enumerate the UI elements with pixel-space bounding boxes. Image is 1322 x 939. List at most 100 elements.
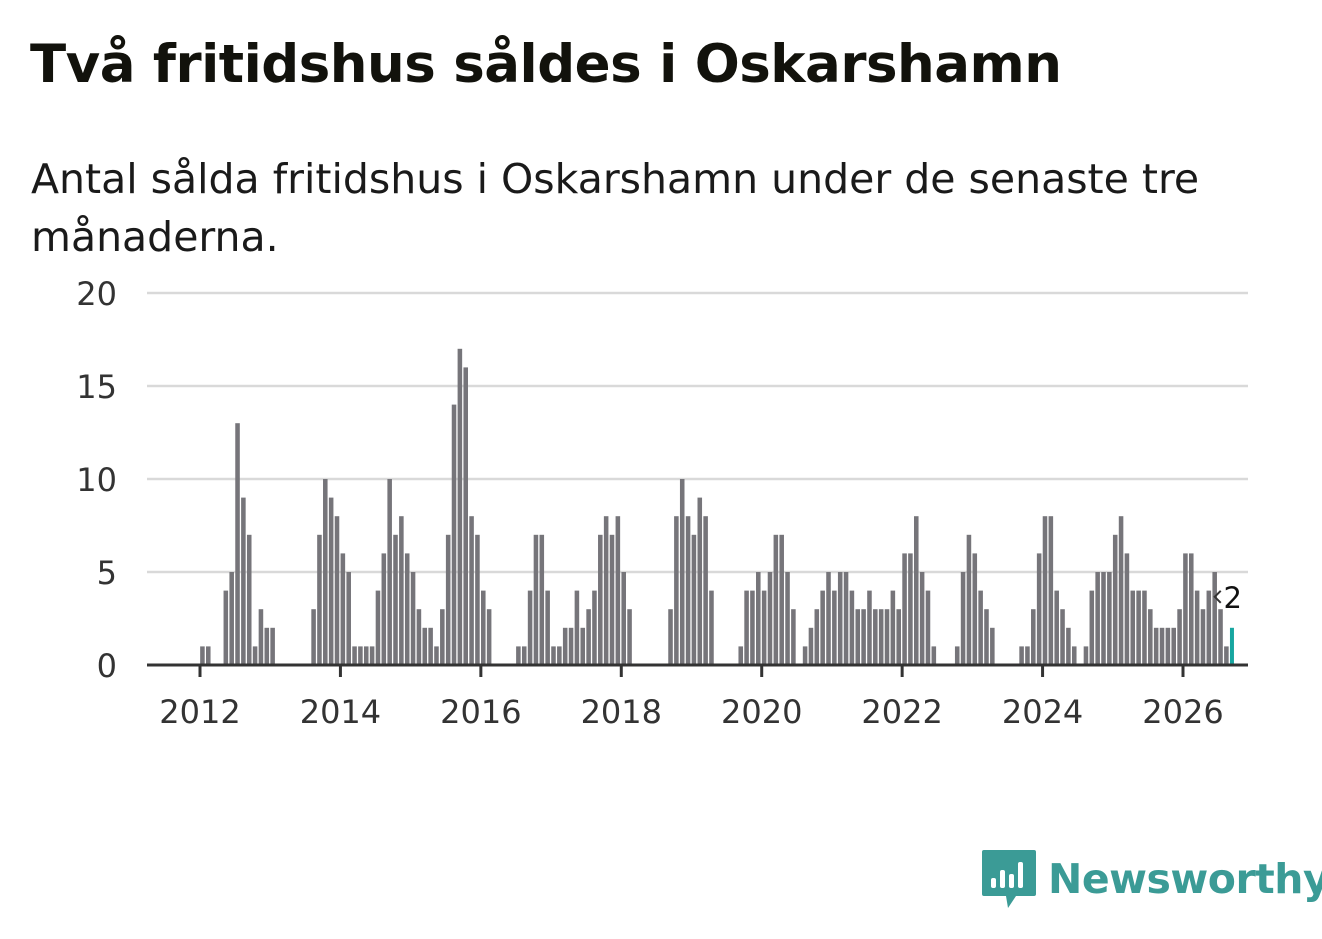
bar bbox=[311, 609, 316, 665]
bar bbox=[1200, 609, 1206, 665]
bar bbox=[475, 534, 480, 665]
bar bbox=[1171, 627, 1176, 665]
bar bbox=[855, 609, 861, 665]
bar bbox=[445, 534, 451, 665]
bar bbox=[1019, 646, 1024, 665]
bar bbox=[1212, 572, 1217, 665]
bar bbox=[252, 646, 258, 665]
y-tick-label: 15 bbox=[76, 368, 117, 406]
bar bbox=[832, 590, 837, 665]
bar bbox=[697, 497, 703, 665]
bar bbox=[849, 590, 855, 665]
bar bbox=[469, 516, 474, 665]
y-tick-label: 10 bbox=[76, 461, 117, 499]
latest-value-label: 2 bbox=[1224, 581, 1242, 615]
y-axis-ticks: 0 5 10 15 20 bbox=[76, 275, 117, 685]
bar bbox=[1124, 553, 1130, 665]
bar bbox=[568, 627, 574, 665]
bar bbox=[200, 646, 205, 665]
bar bbox=[533, 534, 539, 665]
y-tick-label: 20 bbox=[76, 275, 117, 313]
bar bbox=[1031, 609, 1036, 665]
bar bbox=[954, 646, 960, 665]
bar bbox=[481, 590, 486, 665]
y-tick-label: 5 bbox=[97, 554, 117, 592]
bar bbox=[1036, 553, 1042, 665]
bar bbox=[820, 590, 825, 665]
bar bbox=[1165, 627, 1171, 665]
bar bbox=[972, 553, 978, 665]
bar bbox=[586, 609, 591, 665]
bar bbox=[416, 609, 422, 665]
y-tick-label: 0 bbox=[97, 647, 117, 685]
bar bbox=[785, 572, 790, 665]
bar bbox=[241, 497, 246, 665]
bar bbox=[1153, 627, 1159, 665]
bar bbox=[369, 646, 375, 665]
bar bbox=[1130, 590, 1136, 665]
bar bbox=[744, 590, 749, 665]
bar bbox=[685, 516, 691, 665]
bar bbox=[1083, 646, 1089, 665]
bar bbox=[984, 609, 989, 665]
bar bbox=[1189, 553, 1194, 665]
bar bbox=[434, 646, 439, 665]
bar bbox=[264, 627, 270, 665]
bar bbox=[931, 646, 937, 665]
bar bbox=[1136, 590, 1141, 665]
bar bbox=[1071, 646, 1077, 665]
newsworthy-logo-text: Newsworthy bbox=[1048, 855, 1322, 903]
chart-subtitle: Antal sålda fritidshus i Oskarshamn unde… bbox=[31, 155, 1200, 261]
bar bbox=[814, 609, 820, 665]
bar bbox=[691, 534, 697, 665]
bar bbox=[896, 609, 901, 665]
bar bbox=[674, 516, 679, 665]
bar bbox=[1107, 572, 1112, 665]
bar bbox=[323, 479, 328, 665]
bar bbox=[574, 590, 580, 665]
bar bbox=[317, 534, 322, 665]
x-tick-label: 2022 bbox=[861, 693, 942, 731]
bar bbox=[802, 646, 808, 665]
bar bbox=[890, 590, 896, 665]
bar bbox=[908, 553, 913, 665]
bar bbox=[826, 572, 831, 665]
bar bbox=[1224, 646, 1229, 665]
bar bbox=[1060, 609, 1065, 665]
bar bbox=[235, 423, 240, 665]
bar bbox=[557, 646, 562, 665]
bar bbox=[387, 479, 392, 665]
bar bbox=[1025, 646, 1030, 665]
bar bbox=[1112, 534, 1118, 665]
bar bbox=[1206, 590, 1212, 665]
bar bbox=[919, 572, 925, 665]
bar bbox=[966, 534, 972, 665]
x-tick-label: 2018 bbox=[581, 693, 662, 731]
bar bbox=[1042, 516, 1048, 665]
bar bbox=[603, 516, 609, 665]
x-tick-label: 2026 bbox=[1142, 693, 1223, 731]
bar bbox=[990, 627, 995, 665]
bar bbox=[1048, 516, 1054, 665]
bar bbox=[539, 534, 545, 665]
bar bbox=[545, 590, 550, 665]
bar bbox=[393, 534, 398, 665]
bar bbox=[779, 534, 784, 665]
bars bbox=[200, 348, 1234, 665]
x-tick-label: 2024 bbox=[1002, 693, 1083, 731]
bar bbox=[340, 553, 346, 665]
bar bbox=[1183, 553, 1188, 665]
bar bbox=[884, 609, 890, 665]
bar-highlight bbox=[1229, 627, 1234, 665]
bar bbox=[902, 553, 907, 665]
bar bbox=[1118, 516, 1124, 665]
bar bbox=[1089, 590, 1095, 665]
bar bbox=[773, 534, 779, 665]
bar bbox=[223, 590, 229, 665]
bar bbox=[621, 572, 626, 665]
bar bbox=[580, 627, 586, 665]
bar bbox=[486, 609, 492, 665]
bar bbox=[334, 516, 340, 665]
x-tick-label: 2016 bbox=[440, 693, 521, 731]
bar bbox=[527, 590, 533, 665]
